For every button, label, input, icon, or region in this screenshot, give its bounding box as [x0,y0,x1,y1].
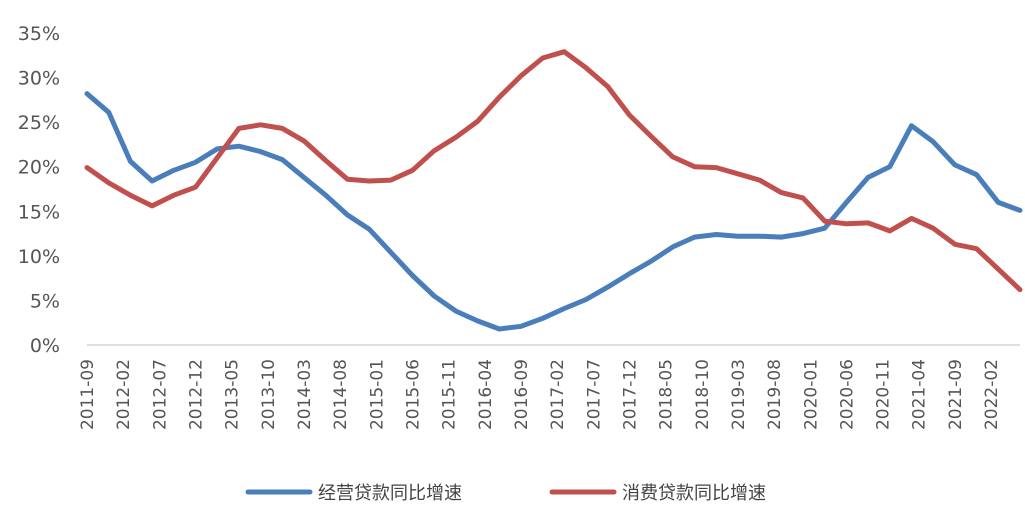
y-tick-label: 30% [18,68,60,90]
x-tick-label: 2016-04 [476,359,496,430]
x-tick-label: 2012-12 [186,359,206,430]
x-tick-label: 2019-03 [729,359,749,430]
x-tick-label: 2012-07 [150,359,170,430]
y-tick-label: 20% [18,157,60,179]
x-tick-label: 2017-02 [548,359,568,430]
series-line-1 [84,49,1023,293]
y-tick-label: 0% [30,335,60,357]
x-tick-label: 2017-12 [620,359,640,430]
series-line-0 [84,91,1023,332]
x-tick-label: 2013-10 [259,359,279,430]
x-tick-label: 2018-10 [693,359,713,430]
y-tick-label: 15% [18,201,60,223]
x-tick-label: 2014-08 [331,359,351,430]
x-tick-label: 2021-09 [946,359,966,430]
x-tick-label: 2021-04 [910,359,930,430]
y-tick-label: 25% [18,112,60,134]
x-tick-label: 2015-06 [403,359,423,430]
x-tick-label: 2011-09 [78,359,98,430]
x-tick-label: 2022-02 [982,359,1002,430]
x-tick-label: 2020-06 [837,359,857,430]
y-tick-label: 35% [18,23,60,45]
x-tick-label: 2020-11 [874,359,894,430]
y-tick-label: 5% [30,290,60,312]
x-tick-label: 2014-03 [295,359,315,430]
series-lines [84,49,1023,332]
x-tick-label: 2020-01 [801,359,821,430]
x-tick-label: 2018-05 [657,359,677,430]
x-axis-ticks: 2011-09 2012-02 2012-07 2012-12 2013-05 2013-… [78,359,1002,430]
x-tick-label: 2015-11 [440,359,460,430]
x-tick-label: 2012-02 [114,359,134,430]
x-tick-label: 2015-01 [367,359,387,430]
x-tick-label: 2019-08 [765,359,785,430]
x-tick-label: 2013-05 [223,359,243,430]
x-tick-label: 2016-09 [512,359,532,430]
legend: 经营贷款同比增速 消费贷款同比增速 [245,483,766,504]
legend-label-1: 消费贷款同比增速 [622,483,766,504]
y-axis-ticks: 0% 5% 10% 15% 20% 25% 30% 35% [18,23,60,357]
y-tick-label: 10% [18,246,60,268]
legend-label-0: 经营贷款同比增速 [318,483,462,504]
x-tick-label: 2017-07 [584,359,604,430]
